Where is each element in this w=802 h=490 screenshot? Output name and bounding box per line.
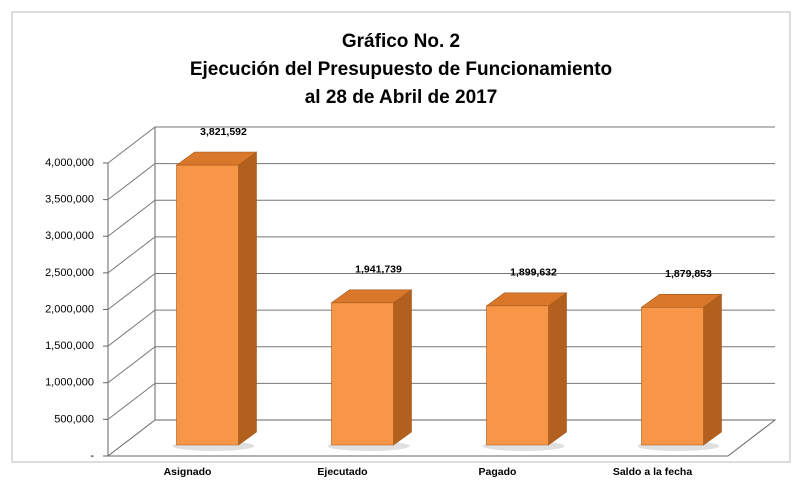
grid-line: [107, 309, 775, 347]
grid-line: [107, 236, 775, 274]
grid-line: [107, 163, 775, 201]
chart-title: al 28 de Abril de 2017: [305, 87, 498, 108]
bar-front: [486, 305, 549, 446]
bar-side: [703, 293, 722, 446]
y-tick-label: 4,000,000: [45, 157, 94, 169]
bar-front: [176, 164, 239, 446]
value-label: 1,899,632: [510, 267, 557, 279]
bar-side: [393, 289, 412, 446]
y-tick-label: -: [90, 450, 94, 462]
bar: [330, 289, 413, 446]
y-tick-label: 3,000,000: [45, 230, 94, 242]
x-tick-label: Asignado: [164, 466, 212, 478]
grid-line: [107, 382, 775, 420]
y-tick-label: 3,500,000: [45, 194, 94, 206]
bar-side: [548, 292, 567, 446]
bar-front: [641, 307, 704, 446]
chart-title: Ejecución del Presupuesto de Funcionamie…: [190, 59, 612, 80]
chart-title: Gráfico No. 2: [342, 31, 460, 52]
grid-line: [107, 199, 775, 237]
y-tick-label: 2,000,000: [45, 303, 94, 315]
bar: [640, 293, 723, 446]
x-tick-label: Saldo a la fecha: [613, 466, 693, 478]
value-label: 1,941,739: [355, 264, 402, 276]
value-label: 1,879,853: [665, 268, 712, 280]
value-label: 3,821,592: [200, 126, 247, 138]
bar-front: [331, 302, 394, 446]
y-tick-label: 1,000,000: [45, 377, 94, 389]
bar-side: [238, 151, 257, 446]
y-tick-label: 500,000: [54, 413, 94, 425]
grid-line: [107, 273, 775, 310]
x-tick-label: Ejecutado: [317, 466, 367, 478]
y-tick-label: 1,500,000: [45, 340, 94, 352]
floor: [106, 419, 777, 457]
grid-line: [107, 126, 775, 164]
bar: [485, 292, 568, 446]
grid-line: [107, 346, 775, 384]
bar: [175, 151, 258, 446]
y-tick-label: 2,500,000: [45, 267, 94, 279]
x-tick-label: Pagado: [479, 466, 517, 478]
